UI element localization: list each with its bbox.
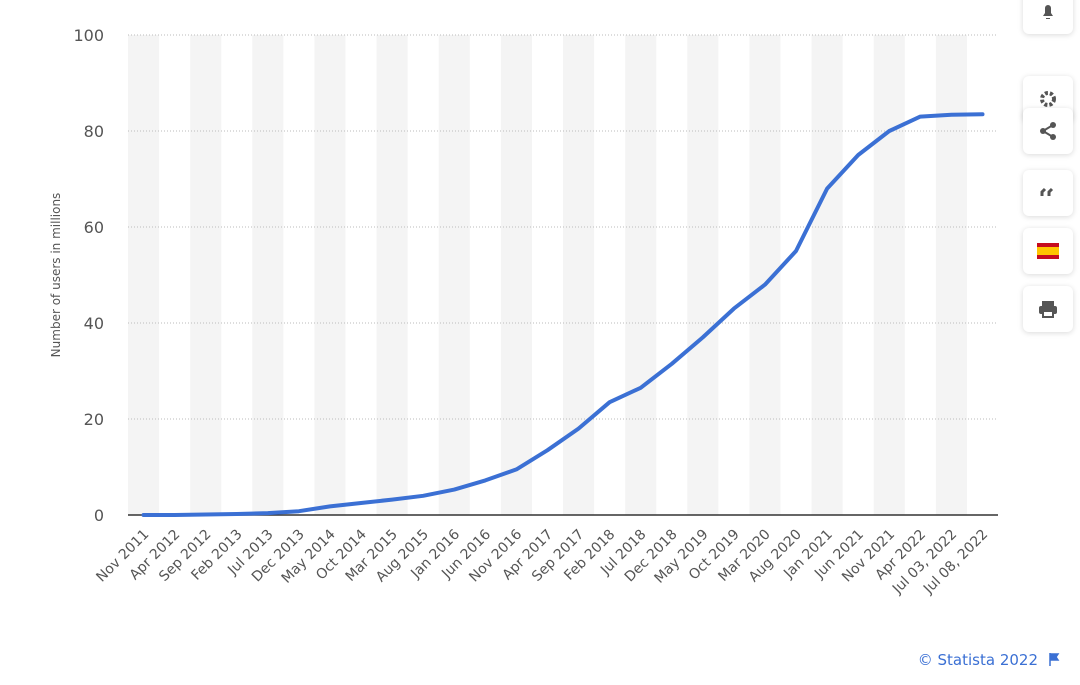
band-stripe (128, 35, 160, 515)
share-button[interactable] (1023, 108, 1073, 154)
y-tick-label: 0 (94, 506, 104, 525)
y-tick-label: 40 (84, 314, 104, 333)
flag-icon[interactable] (1049, 653, 1060, 666)
band-stripe (376, 35, 408, 515)
language-button[interactable] (1023, 228, 1073, 274)
print-button[interactable] (1023, 286, 1073, 332)
icon (1037, 243, 1059, 259)
y-tick-label: 100 (73, 26, 104, 45)
band-stripe (252, 35, 284, 515)
icon (1043, 5, 1053, 19)
band-stripe (190, 35, 222, 515)
band-stripe (563, 35, 595, 515)
source[interactable]: © Statista 2022 (918, 651, 1038, 669)
line (141, 112, 985, 517)
band-stripe (873, 35, 905, 515)
y-tick-label: 20 (84, 410, 104, 429)
y-tick-label: 60 (84, 218, 104, 237)
icon (1039, 301, 1057, 318)
y-tick-label: 80 (84, 122, 104, 141)
notification-button[interactable] (1023, 0, 1073, 34)
band-stripe (314, 35, 346, 515)
band-stripe (811, 35, 843, 515)
band-stripe (438, 35, 470, 515)
band-stripe (500, 35, 532, 515)
band-stripe (935, 35, 967, 515)
icon (1040, 187, 1054, 196)
y-axis-label: Number of users in millions (49, 193, 63, 358)
band-stripe (625, 35, 657, 515)
icon (1040, 91, 1056, 107)
icon (1040, 122, 1056, 140)
cite-button[interactable] (1023, 170, 1073, 216)
band-stripe (687, 35, 719, 515)
